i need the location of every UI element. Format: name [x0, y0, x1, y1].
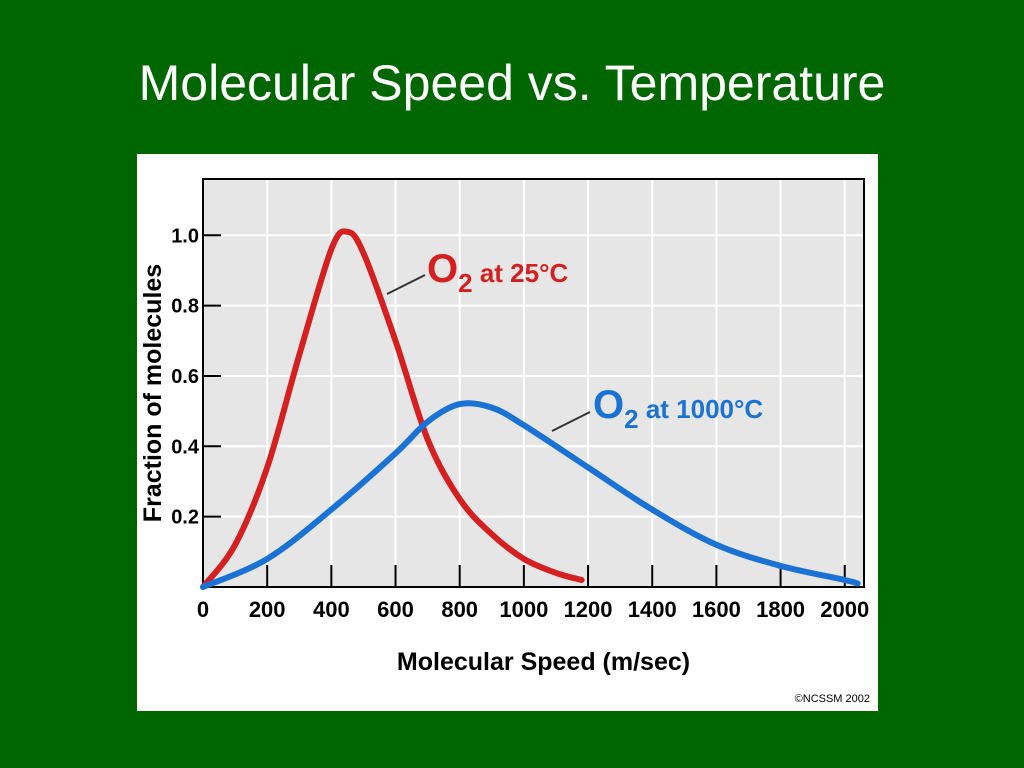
x-tick-label: 1200 — [564, 597, 613, 622]
x-tick-label: 400 — [313, 597, 350, 622]
copyright-notice: ©NCSSM 2002 — [794, 693, 870, 705]
x-tick-label: 1600 — [692, 597, 741, 622]
x-tick-label: 600 — [377, 597, 414, 622]
y-tick-label: 0.6 — [171, 366, 199, 388]
slide-title: Molecular Speed vs. Temperature — [138, 55, 886, 111]
x-tick-label: 800 — [441, 597, 478, 622]
series-label-25c: O2 at 25°C — [427, 247, 568, 298]
y-tick-label: 1.0 — [171, 225, 199, 247]
plot-area — [203, 179, 864, 587]
x-tick-label: 1800 — [756, 597, 805, 622]
y-tick-label: 0.8 — [171, 296, 199, 318]
y-tick-label: 0.2 — [171, 507, 199, 529]
leader-line — [386, 274, 426, 295]
leader-line — [551, 411, 591, 432]
y-axis-label: Fraction of molecules — [139, 264, 167, 522]
chart-svg: 0 200 400 600 800 1000 1200 1400 1600 1800 2000 0.2… — [139, 178, 869, 676]
x-tick-label: 0 — [197, 597, 209, 622]
plot-frame — [202, 178, 865, 588]
series-line-25c — [200, 228, 585, 590]
x-tick-label: 1000 — [499, 597, 548, 622]
chart-figure: 0 200 400 600 800 1000 1200 1400 1600 1800 2000 0.2… — [137, 154, 878, 711]
x-tick-label: 2000 — [820, 597, 869, 622]
series-line-1000c — [200, 400, 861, 590]
x-tick-label: 1400 — [628, 597, 677, 622]
y-tick-label: 0.4 — [171, 436, 200, 458]
x-axis-label: Molecular Speed (m/sec) — [397, 648, 690, 676]
x-tick-label: 200 — [249, 597, 286, 622]
series-label-1000c: O2 at 1000°C — [593, 383, 763, 434]
